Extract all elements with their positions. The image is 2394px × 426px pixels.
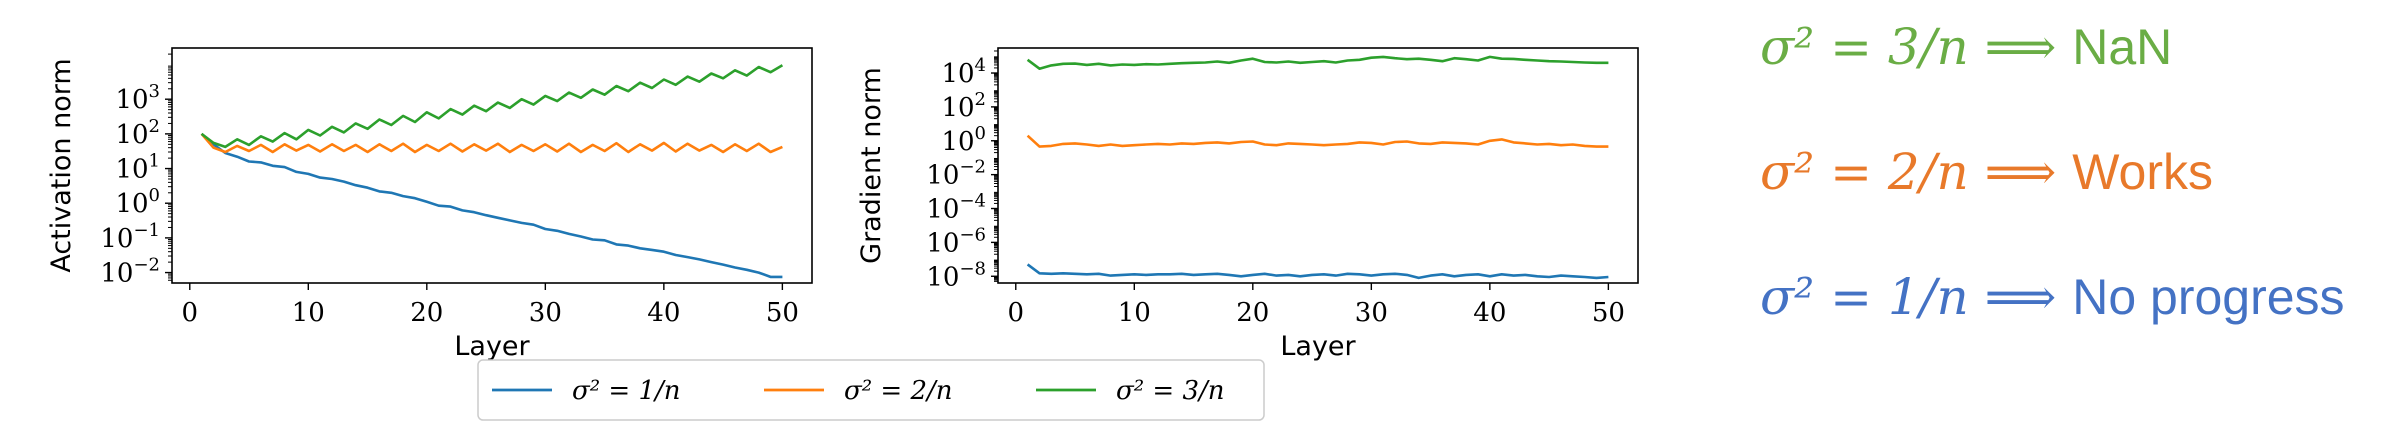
x-tick-label: 30: [529, 298, 562, 328]
y-tick-label: 101: [115, 151, 160, 185]
series-line-1: [1026, 263, 1609, 280]
x-tick-label: 20: [410, 298, 443, 328]
series-line-3: [200, 64, 784, 149]
y-tick-label: 104: [941, 55, 986, 89]
x-tick-label: 30: [1355, 298, 1388, 328]
annotation-works-arrow: ⟹: [1984, 143, 2057, 201]
series-line-3: [1026, 55, 1609, 70]
series-line-2: [1026, 134, 1609, 148]
annotation-nan-word: NaN: [2072, 19, 2173, 75]
legend-label-1: σ² = 1/n: [572, 376, 681, 406]
annotation-no-progress-arrow: ⟹: [1984, 268, 2057, 326]
y-tick-label: 100: [941, 123, 986, 157]
x-tick-label: 40: [1473, 298, 1506, 328]
x-axis-label: Layer: [1280, 331, 1356, 362]
x-tick-label: 20: [1236, 298, 1269, 328]
annotation-nan: σ² = 3/n ⟹ NaN: [1760, 18, 2172, 76]
x-tick-label: 40: [647, 298, 680, 328]
legend-label-3: σ² = 3/n: [1116, 376, 1225, 406]
annotation-works-math: σ² = 2/n: [1760, 143, 1969, 201]
y-tick-label: 10−1: [100, 220, 160, 254]
y-tick-label: 10−2: [100, 255, 160, 289]
y-tick-label: 10−4: [926, 191, 986, 225]
series-line-2: [200, 133, 783, 154]
y-tick-label: 103: [115, 81, 160, 115]
axes-frame: [997, 47, 1639, 284]
y-axis-label: Activation norm: [46, 58, 77, 272]
annotation-nan-arrow: ⟹: [1984, 18, 2057, 76]
legend-frame: [477, 359, 1265, 421]
series-line-1: [200, 132, 783, 279]
y-tick-label: 102: [941, 89, 986, 123]
annotation-works: σ² = 2/n ⟹ Works: [1760, 143, 2213, 201]
y-tick-label: 10−8: [926, 258, 986, 292]
axes-frame: [171, 47, 813, 284]
y-tick-label: 100: [115, 185, 160, 219]
annotation-no-progress-math: σ² = 1/n: [1760, 268, 1969, 326]
y-tick-label: 102: [115, 116, 160, 150]
legend: σ² = 1/n σ² = 2/n σ² = 3/n: [477, 359, 1265, 421]
annotation-no-progress-word: No progress: [2072, 269, 2345, 325]
x-tick-label: 10: [1118, 298, 1151, 328]
x-tick-label: 50: [766, 298, 799, 328]
annotation-nan-math: σ² = 3/n: [1760, 18, 1969, 76]
annotation-no-progress: σ² = 1/n ⟹ No progress: [1760, 268, 2345, 326]
x-tick-label: 0: [1008, 298, 1025, 328]
x-tick-label: 50: [1592, 298, 1625, 328]
y-tick-label: 10−6: [926, 224, 986, 258]
x-axis-label: Layer: [454, 331, 530, 362]
y-tick-label: 10−2: [926, 157, 986, 191]
annotation-works-word: Works: [2072, 144, 2213, 200]
legend-label-2: σ² = 2/n: [844, 376, 953, 406]
y-axis-label: Gradient norm: [856, 67, 887, 264]
x-tick-label: 10: [292, 298, 325, 328]
x-tick-label: 0: [182, 298, 199, 328]
